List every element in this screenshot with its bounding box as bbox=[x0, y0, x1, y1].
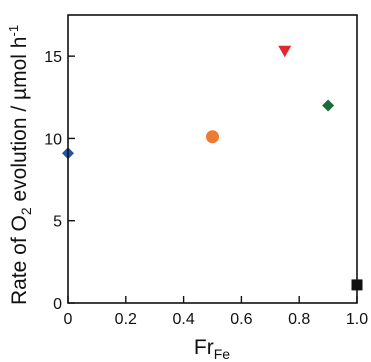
x-axis-title: FrFe bbox=[194, 336, 230, 362]
y-tick-label: 10 bbox=[44, 131, 62, 148]
x-tick-label: 0.2 bbox=[115, 311, 137, 328]
data-point-circle bbox=[206, 130, 219, 144]
data-point-diamond bbox=[322, 99, 335, 112]
data-points bbox=[62, 45, 363, 291]
x-tick-label: 1.0 bbox=[346, 311, 368, 328]
y-tick-label: 5 bbox=[53, 214, 62, 231]
x-tick-label: 0 bbox=[64, 311, 73, 328]
axis-ticks bbox=[67, 55, 358, 304]
x-tick-label: 0.4 bbox=[172, 311, 194, 328]
tick-labels: 0 0.2 0.4 0.6 0.8 1.0 0 5 10 15 bbox=[44, 49, 368, 328]
y-tick-label: 15 bbox=[44, 49, 62, 66]
x-tick-label: 0.8 bbox=[288, 311, 310, 328]
x-tick-label: 0.6 bbox=[230, 311, 252, 328]
plot-frame bbox=[67, 14, 358, 304]
y-axis-title: Rate of O2 evolution / µmol h-1 bbox=[6, 25, 34, 305]
data-point-triangle-down bbox=[278, 45, 292, 58]
y-tick-label: 0 bbox=[53, 296, 62, 313]
